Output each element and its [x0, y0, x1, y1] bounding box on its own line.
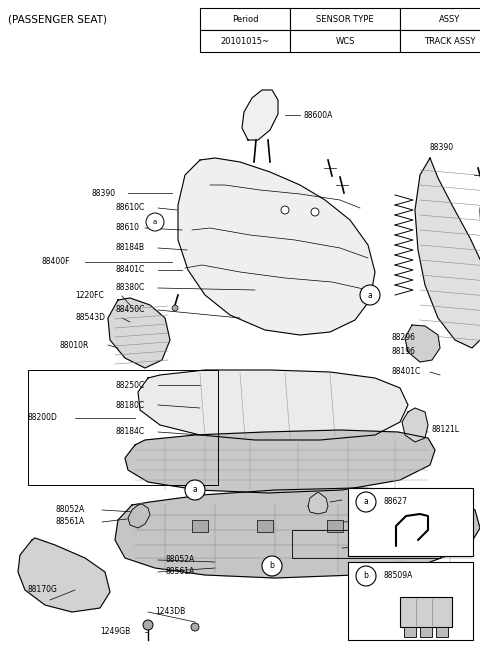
Polygon shape: [402, 408, 428, 442]
Text: a: a: [192, 485, 197, 495]
Polygon shape: [138, 370, 408, 440]
Text: 88561A: 88561A: [55, 517, 84, 527]
Text: 88200D: 88200D: [28, 413, 58, 422]
Text: ASSY: ASSY: [439, 14, 461, 24]
Circle shape: [281, 206, 289, 214]
Bar: [348, 562, 473, 640]
Polygon shape: [242, 90, 278, 140]
Text: 86733: 86733: [348, 517, 372, 527]
Polygon shape: [308, 492, 328, 514]
Text: 1249GB: 1249GB: [100, 627, 130, 637]
Text: 88561A: 88561A: [165, 567, 194, 576]
Text: b: b: [363, 572, 369, 580]
Circle shape: [146, 213, 164, 231]
Bar: [420, 627, 432, 637]
Circle shape: [311, 208, 319, 216]
Bar: [200, 8, 290, 30]
Text: 1220FC: 1220FC: [75, 291, 104, 301]
Text: 88390: 88390: [430, 143, 454, 153]
Bar: [257, 520, 273, 532]
Text: a: a: [364, 498, 368, 506]
Polygon shape: [125, 430, 435, 493]
Text: 88610: 88610: [115, 223, 139, 233]
Circle shape: [143, 620, 153, 630]
Text: TRACK ASSY: TRACK ASSY: [424, 37, 476, 45]
Text: 88509A: 88509A: [383, 572, 412, 580]
Circle shape: [356, 492, 376, 512]
Bar: [290, 30, 400, 52]
Text: 88543D: 88543D: [75, 314, 105, 322]
Polygon shape: [18, 538, 110, 612]
Bar: [348, 488, 473, 556]
Text: Period: Period: [232, 14, 258, 24]
Text: 88170G: 88170G: [28, 586, 58, 595]
Text: 20101015~: 20101015~: [220, 37, 269, 45]
Text: SENSOR TYPE: SENSOR TYPE: [316, 14, 374, 24]
Text: 88196: 88196: [392, 348, 416, 356]
Polygon shape: [378, 510, 398, 532]
Text: 88600G: 88600G: [348, 544, 378, 553]
Circle shape: [191, 623, 199, 631]
Text: 88052A: 88052A: [165, 555, 194, 565]
Polygon shape: [405, 325, 440, 362]
Bar: [436, 627, 448, 637]
Text: 88380C: 88380C: [115, 284, 144, 293]
Text: 86733: 86733: [348, 495, 372, 504]
Text: 88180C: 88180C: [115, 400, 144, 409]
Text: 88052A: 88052A: [55, 506, 84, 514]
Text: 88600A: 88600A: [303, 111, 332, 119]
Polygon shape: [115, 488, 480, 578]
Polygon shape: [128, 504, 150, 528]
Text: 88250C: 88250C: [115, 381, 144, 390]
Text: b: b: [270, 561, 275, 571]
Circle shape: [172, 305, 178, 311]
Polygon shape: [108, 298, 170, 368]
Text: 88627: 88627: [383, 498, 407, 506]
Text: 88390: 88390: [92, 189, 116, 198]
Polygon shape: [415, 158, 480, 348]
Bar: [400, 30, 480, 52]
Circle shape: [360, 285, 380, 305]
Circle shape: [262, 556, 282, 576]
Text: 88296: 88296: [392, 333, 416, 343]
Text: a: a: [368, 291, 372, 299]
Text: 88184C: 88184C: [115, 428, 144, 436]
Text: 1243DB: 1243DB: [155, 607, 185, 616]
Text: 88010R: 88010R: [60, 341, 89, 350]
Text: 88401C: 88401C: [392, 367, 421, 377]
Bar: [28, 370, 218, 485]
Bar: [290, 8, 400, 30]
Bar: [404, 627, 416, 637]
Text: a: a: [153, 219, 157, 225]
Circle shape: [185, 480, 205, 500]
Bar: [400, 8, 480, 30]
Circle shape: [356, 566, 376, 586]
Polygon shape: [178, 158, 375, 335]
Bar: [400, 597, 452, 627]
Bar: [192, 520, 208, 532]
Bar: [200, 30, 290, 52]
Text: 88401C: 88401C: [115, 265, 144, 274]
Bar: [327, 520, 343, 532]
Text: 88121L: 88121L: [432, 426, 460, 434]
Bar: [292, 530, 440, 558]
Text: 88610C: 88610C: [115, 204, 144, 212]
Text: 88184B: 88184B: [115, 244, 144, 252]
Text: 88400F: 88400F: [42, 257, 71, 267]
Text: (PASSENGER SEAT): (PASSENGER SEAT): [8, 14, 107, 24]
Text: 88450C: 88450C: [115, 305, 144, 314]
Bar: [392, 520, 408, 532]
Text: WCS: WCS: [336, 37, 355, 45]
